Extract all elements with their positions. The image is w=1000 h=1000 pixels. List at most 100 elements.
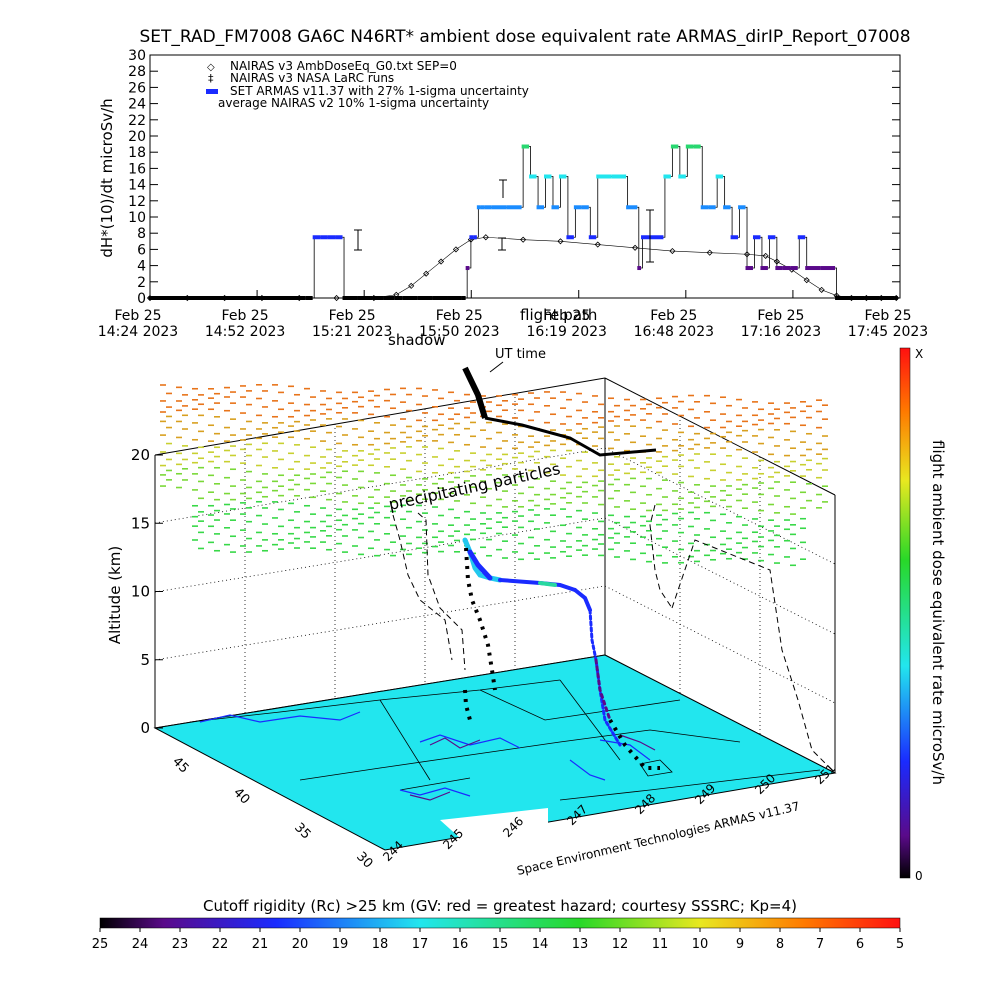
colorbar-label: flight ambient dose equivalent rate micr… xyxy=(929,440,947,785)
armas-point xyxy=(402,296,418,300)
y-tick-label: 14 xyxy=(128,178,146,194)
armas-point xyxy=(790,266,798,271)
shadow-label: shadow xyxy=(388,331,445,349)
y-tick-label: 6 xyxy=(137,242,146,258)
armas-point xyxy=(372,296,384,300)
x-tick-time: 16:19 2023 xyxy=(527,324,607,340)
armas-point xyxy=(596,174,612,179)
legend-label-armas: SET ARMAS v11.37 with 27% 1-sigma uncert… xyxy=(230,84,529,98)
cutoff-tick-label: 22 xyxy=(212,937,229,952)
model-point xyxy=(557,238,564,245)
legend-symbol-nairas-larc: ‡ xyxy=(208,72,214,85)
armas-point xyxy=(476,205,481,210)
cutoff-tick-label: 6 xyxy=(856,937,864,952)
flight-path xyxy=(462,537,622,747)
x-tick-time: 16:48 2023 xyxy=(634,324,714,340)
armas-point xyxy=(723,205,731,210)
altitude-tick-label: 20 xyxy=(131,446,150,464)
armas-point xyxy=(894,296,898,300)
y-tick-label: 0 xyxy=(137,291,146,307)
flight-ground-track xyxy=(463,547,660,770)
x-tick-time: 17:45 2023 xyxy=(848,324,928,340)
y-tick-label: 24 xyxy=(128,97,146,113)
y-tick-label: 22 xyxy=(128,113,146,129)
altitude-tick-label: 0 xyxy=(140,719,150,737)
y-tick-label: 18 xyxy=(128,145,146,161)
y-tick-label: 30 xyxy=(128,48,146,64)
model-point xyxy=(482,234,489,241)
y-tick-label: 2 xyxy=(137,275,146,291)
latitude-tick-label: 30 xyxy=(353,849,375,871)
armas-point xyxy=(491,205,507,210)
armas-point xyxy=(782,266,791,271)
armas-point xyxy=(327,235,336,240)
armas-point xyxy=(752,235,761,240)
x-tick-time: 15:50 2023 xyxy=(419,324,499,340)
model-point xyxy=(333,294,340,302)
armas-point xyxy=(626,205,638,210)
cutoff-tick-label: 7 xyxy=(816,937,824,952)
model-point xyxy=(437,258,445,265)
armas-point xyxy=(581,205,589,210)
figure-title: SET_RAD_FM7008 GA6C N46RT* ambient dose … xyxy=(139,27,910,47)
armas-point xyxy=(648,235,664,240)
cutoff-tick-label: 10 xyxy=(692,937,709,952)
armas-point xyxy=(588,235,597,240)
legend-label-nairas-v2: average NAIRAS v2 10% 1-sigma uncertaint… xyxy=(218,96,489,110)
y-tick-label: 4 xyxy=(137,259,146,275)
legend-label-nairas-v3: NAIRAS v3 AmbDoseEq_G0.txt SEP=0 xyxy=(230,59,457,73)
armas-point xyxy=(767,235,776,240)
armas-point xyxy=(484,205,492,210)
cutoff-rigidity-bar: Cutoff rigidity (Rc) >25 km (GV: red = g… xyxy=(92,897,904,952)
cutoff-bar-ticks: 25 24 23 22 21 20 19 18 17 16 15 14 13 12 11 10 9 8 7 6 5 xyxy=(92,928,904,952)
armas-point xyxy=(730,235,739,240)
y-tick-label: 10 xyxy=(128,210,146,226)
y-tick-label: 12 xyxy=(128,194,146,210)
cutoff-tick-label: 15 xyxy=(492,937,509,952)
flight-path-label: flight path xyxy=(520,306,597,324)
armas-point xyxy=(536,205,545,210)
ut-time-track xyxy=(462,361,657,457)
armas-point xyxy=(480,205,485,210)
latitude-tick-label: 35 xyxy=(291,820,313,842)
x-tick-date: Feb 25 xyxy=(222,308,269,324)
cutoff-bar-title: Cutoff rigidity (Rc) >25 km (GV: red = g… xyxy=(203,897,797,915)
armas-point xyxy=(521,144,530,149)
x-tick-time: 14:24 2023 xyxy=(98,324,178,340)
armas-line xyxy=(150,146,897,299)
model-point xyxy=(520,236,527,243)
ut-time-label: UT time xyxy=(495,347,546,362)
y-tick-label: 26 xyxy=(128,80,146,96)
altitude-axis-label: Altitude (km) xyxy=(106,546,124,644)
armas-point xyxy=(637,266,642,271)
armas-point xyxy=(357,296,373,300)
x-tick-time: 14:52 2023 xyxy=(205,324,285,340)
armas-point xyxy=(473,235,477,240)
cutoff-tick-label: 5 xyxy=(896,937,904,952)
cutoff-tick-label: 16 xyxy=(452,937,469,952)
armas-point xyxy=(849,296,865,300)
cutoff-tick-label: 18 xyxy=(372,937,389,952)
y-tick-label: 16 xyxy=(128,161,146,177)
model-point xyxy=(632,244,639,251)
legend-label-nairas-larc: NAIRAS v3 NASA LaRC runs xyxy=(230,71,394,85)
armas-point xyxy=(417,296,433,300)
x-tick-date: Feb 25 xyxy=(436,308,483,324)
cutoff-tick-label: 21 xyxy=(252,937,269,952)
altitude-tick-label: 5 xyxy=(140,651,150,669)
y-axis-label: dH*(10)/dt microSv/h xyxy=(98,98,116,257)
map-floor xyxy=(153,654,837,851)
armas-point xyxy=(432,296,448,300)
armas-point xyxy=(342,296,358,300)
armas-point xyxy=(663,174,671,179)
armas-point xyxy=(738,205,746,210)
y-tick-label: 8 xyxy=(137,226,146,242)
cutoff-tick-label: 12 xyxy=(612,937,629,952)
armas-point xyxy=(529,174,537,179)
armas-point xyxy=(461,296,466,300)
colorbar-min-label: 0 xyxy=(915,869,923,883)
